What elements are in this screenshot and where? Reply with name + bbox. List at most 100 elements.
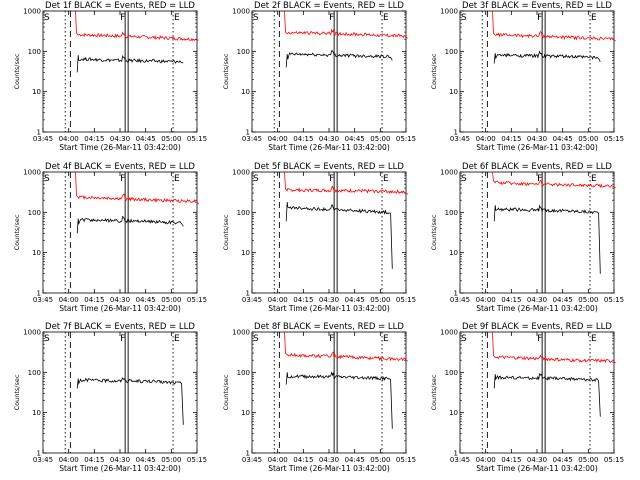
x-tick-label: 03:45 <box>242 296 262 304</box>
marker-f: F <box>120 334 125 344</box>
x-tick-label: 05:15 <box>187 456 207 464</box>
y-tick-label: 1000 <box>440 329 458 337</box>
x-axis-label: Start Time (26-Mar-11 03:42:00) <box>268 304 390 313</box>
marker-f: F <box>329 334 334 344</box>
chart-panel: Det 4f BLACK = Events, RED = LLD 1 10 100 10… <box>13 162 207 313</box>
x-tick-label: 04:00 <box>59 456 79 464</box>
y-tick-label: 1000 <box>232 8 250 16</box>
x-tick-label: 03:45 <box>33 456 53 464</box>
x-tick-label: 04:45 <box>136 135 156 143</box>
y-tick-label: 100 <box>445 369 458 377</box>
x-tick-label: 04:30 <box>110 456 130 464</box>
plot-frame <box>251 10 407 133</box>
y-tick-label: 100 <box>28 209 41 217</box>
x-tick-label: 04:00 <box>476 296 496 304</box>
x-axis-label: Start Time (26-Mar-11 03:42:00) <box>59 464 181 473</box>
x-tick-label: 03:45 <box>242 456 262 464</box>
x-tick-label: 05:00 <box>578 456 598 464</box>
y-tick-label: 1 <box>246 290 250 298</box>
y-axis-label: Counts/sec <box>222 374 230 410</box>
marker-e: E <box>174 174 180 184</box>
marker-e: E <box>174 334 180 344</box>
x-axis-label: Start Time (26-Mar-11 03:42:00) <box>268 464 390 473</box>
chart-title: Det 2f BLACK = Events, RED = LLD <box>254 1 404 11</box>
x-tick-label: 04:45 <box>345 135 365 143</box>
x-tick-label: 04:00 <box>59 296 79 304</box>
x-tick-label: 04:45 <box>345 296 365 304</box>
y-tick-label: 10 <box>32 249 41 257</box>
x-tick-label: 04:30 <box>319 296 339 304</box>
y-tick-label: 10 <box>449 249 458 257</box>
marker-s: S <box>44 334 50 344</box>
plot-frame <box>459 331 615 454</box>
marker-s: S <box>44 13 50 23</box>
series-lld <box>284 331 408 362</box>
x-tick-label: 03:45 <box>242 135 262 143</box>
y-tick-label: 10 <box>241 88 250 96</box>
y-tick-label: 100 <box>237 369 250 377</box>
marker-s: S <box>461 13 467 23</box>
marker-s: S <box>44 174 50 184</box>
marker-s: S <box>253 174 259 184</box>
chart-panel: Det 5f BLACK = Events, RED = LLD 1 10 100 10… <box>222 162 416 313</box>
y-tick-label: 100 <box>28 48 41 56</box>
x-tick-label: 05:15 <box>604 135 624 143</box>
x-tick-label: 04:45 <box>553 456 573 464</box>
x-tick-label: 05:00 <box>578 296 598 304</box>
series-lld <box>75 10 199 42</box>
y-tick-label: 100 <box>237 209 250 217</box>
y-tick-label: 1000 <box>232 329 250 337</box>
marker-e: E <box>383 13 389 23</box>
y-tick-label: 1000 <box>232 169 250 177</box>
x-tick-label: 04:30 <box>527 456 547 464</box>
x-tick-label: 03:45 <box>33 135 53 143</box>
y-tick-label: 1 <box>37 450 41 458</box>
y-axis-label: Counts/sec <box>430 374 438 410</box>
y-tick-label: 1000 <box>23 329 41 337</box>
y-tick-label: 1000 <box>23 8 41 16</box>
marker-e: E <box>591 334 597 344</box>
x-tick-label: 05:15 <box>396 296 416 304</box>
chart-title: Det 3f BLACK = Events, RED = LLD <box>462 1 612 11</box>
x-tick-label: 04:15 <box>293 135 313 143</box>
series-events <box>76 377 184 425</box>
x-tick-label: 03:45 <box>33 296 53 304</box>
y-tick-label: 1000 <box>440 169 458 177</box>
chart-title: Det 5f BLACK = Events, RED = LLD <box>254 162 404 172</box>
x-tick-label: 04:00 <box>476 135 496 143</box>
series-events <box>285 371 393 429</box>
y-tick-label: 10 <box>32 88 41 96</box>
series-lld <box>492 171 616 189</box>
marker-s: S <box>253 13 259 23</box>
x-tick-label: 04:00 <box>59 135 79 143</box>
chart-title: Det 6f BLACK = Events, RED = LLD <box>462 162 612 172</box>
x-tick-label: 04:45 <box>553 135 573 143</box>
y-tick-label: 100 <box>445 209 458 217</box>
marker-s: S <box>461 174 467 184</box>
x-axis-label: Start Time (26-Mar-11 03:42:00) <box>59 143 181 152</box>
x-tick-label: 04:30 <box>527 296 547 304</box>
y-tick-label: 100 <box>445 48 458 56</box>
chart-panel: Det 3f BLACK = Events, RED = LLD 1 10 100 10… <box>430 1 624 152</box>
x-tick-label: 04:45 <box>136 456 156 464</box>
plot-frame <box>251 331 407 454</box>
chart-panel: Det 6f BLACK = Events, RED = LLD 1 10 100 10… <box>430 162 624 313</box>
series-lld <box>284 171 408 195</box>
y-axis-label: Counts/sec <box>13 374 21 410</box>
x-tick-label: 04:15 <box>84 296 104 304</box>
x-tick-label: 05:00 <box>161 296 181 304</box>
series-events <box>285 50 393 68</box>
y-tick-label: 1 <box>246 129 250 137</box>
series-lld <box>492 331 616 364</box>
series-lld <box>492 10 616 42</box>
plot-frame <box>42 171 198 294</box>
x-tick-label: 04:45 <box>136 296 156 304</box>
chart-panel: Det 7f BLACK = Events, RED = LLD 1 10 100 10… <box>13 322 207 473</box>
x-tick-label: 04:15 <box>501 456 521 464</box>
x-tick-label: 05:15 <box>396 456 416 464</box>
series-events <box>493 204 601 274</box>
marker-e: E <box>174 13 180 23</box>
x-axis-label: Start Time (26-Mar-11 03:42:00) <box>268 143 390 152</box>
series-lld <box>75 171 200 205</box>
